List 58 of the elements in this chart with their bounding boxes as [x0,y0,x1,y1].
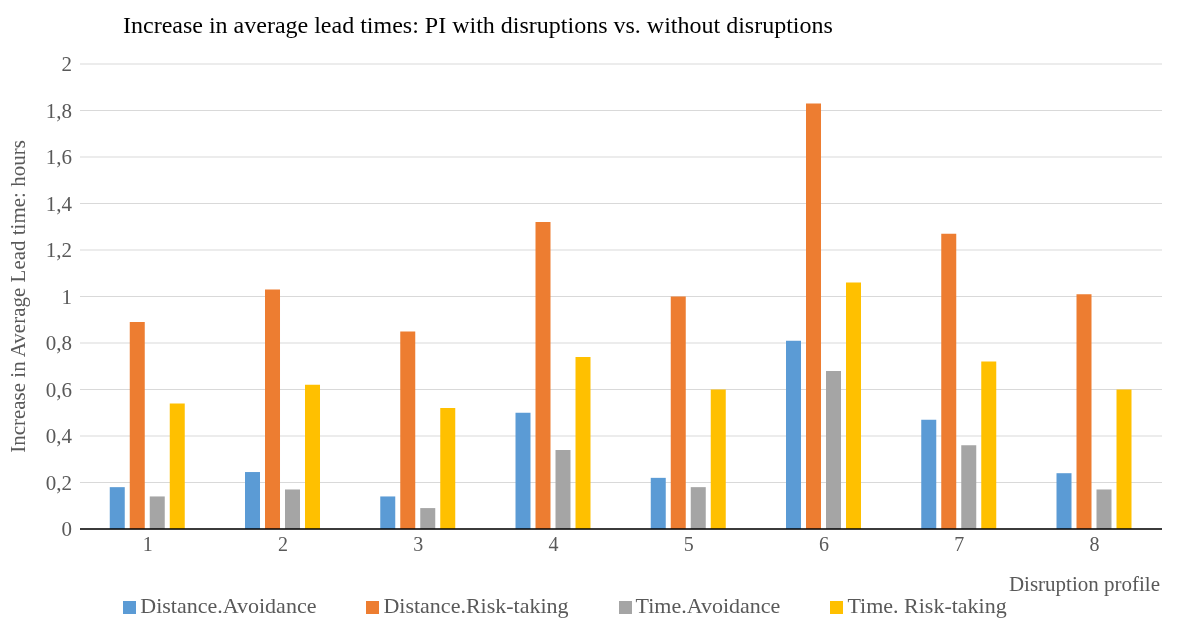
x-tick-label: 5 [683,533,694,556]
bar [786,340,802,529]
bar [285,489,301,529]
bar [1076,294,1092,529]
x-tick-label: 6 [818,533,829,556]
x-axis-title: Disruption profile [1008,572,1160,596]
y-tick-label: 0,2 [45,470,72,495]
bar [981,361,997,529]
bar [575,356,591,529]
bar [961,445,977,529]
bar [515,412,531,529]
bar [941,233,957,529]
y-tick-label: 2 [61,52,72,77]
y-tick-label: 0 [61,517,72,542]
x-tick-label: 2 [277,533,288,556]
legend-label: Distance.Avoidance [140,593,317,618]
x-tick-label: 1 [142,533,153,556]
bar [535,222,551,529]
bar [1096,489,1112,529]
legend-label: Time. Risk-taking [847,593,1007,618]
bar [826,370,842,529]
bar [305,384,321,529]
bar [440,408,456,529]
bar [806,103,822,529]
y-tick-label: 1,6 [45,145,72,170]
y-tick-label: 0,4 [45,424,73,449]
bar [149,496,165,529]
bar [921,419,937,529]
bar [670,296,686,529]
bar [169,403,185,529]
bar [650,477,666,529]
y-tick-label: 0,8 [45,331,72,356]
chart-title: Increase in average lead times: PI with disruptions vs. without disruptions [122,11,834,40]
bar [109,487,125,529]
x-tick-label: 8 [1089,533,1100,556]
bar [555,449,571,529]
bar [245,472,261,529]
x-tick-label: 7 [954,533,965,556]
x-tick-label: 3 [413,533,424,556]
bar [400,331,416,529]
y-axis-title: Increase in Average Lead time: hours [6,140,31,453]
y-tick-label: 1,8 [45,98,72,123]
bar [690,487,706,529]
y-tick-label: 0,6 [45,377,72,402]
y-tick-label: 1 [61,284,72,309]
bar [380,496,396,529]
x-tick-label: 4 [548,533,559,556]
bar [265,289,281,529]
bar [1116,389,1132,529]
bar [1056,473,1072,529]
legend-label: Time.Avoidance [635,593,781,618]
legend-label: Distance.Risk-taking [383,593,569,618]
bar [846,282,862,529]
bar [129,322,145,529]
y-tick-label: 1,2 [45,238,72,263]
bar [420,508,436,529]
bar [710,389,726,529]
y-tick-label: 1,4 [45,191,73,216]
